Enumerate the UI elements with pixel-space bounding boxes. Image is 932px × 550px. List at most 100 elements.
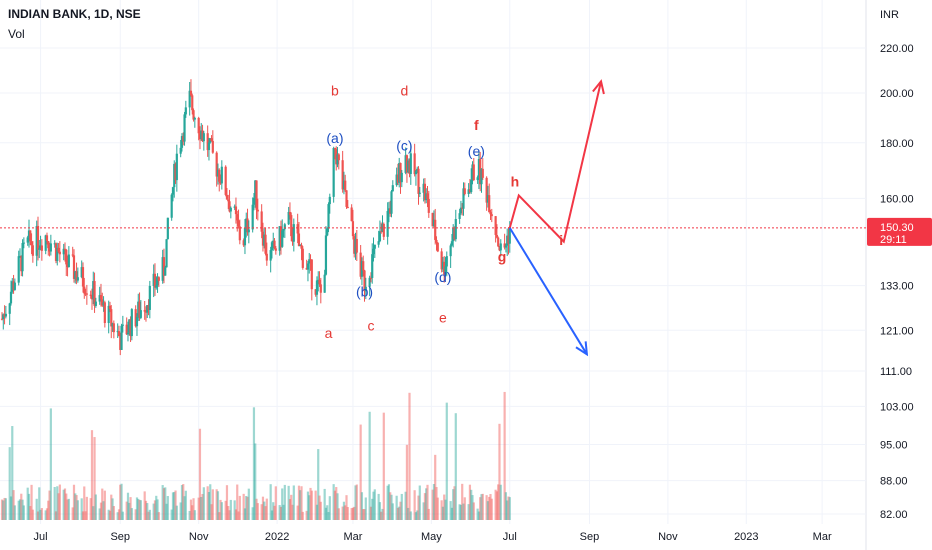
x-tick-label: Nov [189, 531, 209, 543]
candle-body [342, 180, 346, 190]
candle-body [441, 261, 445, 270]
volume-bar [256, 503, 259, 520]
volume-bar [272, 502, 275, 520]
wave-label-blue: (b) [356, 283, 373, 299]
candle-body [198, 133, 202, 140]
x-tick-label: Sep [580, 531, 600, 543]
volume-bar [364, 497, 367, 520]
volume-bar [121, 511, 124, 520]
candle-body [66, 264, 69, 268]
candle-body [471, 164, 474, 180]
candle-body [21, 243, 24, 272]
volume-bar [264, 506, 267, 520]
candle-body [112, 323, 115, 333]
volume-bar [282, 504, 285, 520]
candle-body [287, 211, 290, 225]
candle-body [431, 212, 434, 227]
volume-bar [390, 494, 393, 520]
candle-body [116, 331, 119, 333]
candle-body [299, 244, 302, 247]
candle-body [191, 95, 194, 111]
price-axis[interactable]: INR 220.00 200.00 180.00 160.00 133.00 121.00… [880, 9, 914, 521]
candle-body [355, 238, 358, 253]
volume-bar [341, 506, 344, 520]
volume-bar [274, 486, 277, 520]
volume-bar [103, 490, 106, 520]
candle-body [216, 169, 220, 177]
volume-bar [38, 487, 41, 520]
time-axis[interactable]: Jul Sep Nov 2022 Mar May Jul Sep Nov 2023 Mar [34, 531, 832, 543]
volume-bar [94, 494, 97, 520]
volume-bar [360, 492, 364, 520]
volume-bar [386, 485, 389, 520]
x-tick-label: 2023 [734, 531, 758, 543]
volume-bar [92, 506, 95, 520]
candle-body [291, 236, 294, 242]
volume-bar [372, 491, 375, 520]
candle-body [22, 242, 25, 244]
candle-body [36, 225, 40, 250]
candle-body [246, 218, 249, 233]
volume-bar [130, 508, 133, 520]
volume-bar [462, 503, 465, 520]
candle-body [62, 248, 65, 255]
x-tick-label: Jul [34, 531, 48, 543]
candle-body [111, 323, 114, 327]
volume-bar [48, 490, 51, 520]
candle-body [345, 190, 348, 207]
candle-body [81, 267, 85, 287]
candle-body [13, 282, 16, 290]
volume-bar [359, 424, 362, 520]
candle-body [489, 212, 492, 215]
volume-bar [261, 496, 265, 520]
candle-body [245, 218, 248, 229]
volume-bar [300, 486, 303, 520]
candle-body [237, 220, 240, 227]
volume-bar [327, 511, 330, 520]
last-price-value: 150.30 [880, 222, 914, 234]
volume-bar [425, 488, 428, 520]
volume-bar [120, 483, 123, 520]
volume-bar [414, 512, 418, 520]
candle-body [324, 235, 328, 275]
candle-body [58, 251, 61, 255]
candle-body [2, 314, 5, 319]
volume-bar [418, 485, 421, 520]
volume-bar [84, 511, 87, 520]
candle-body [71, 254, 74, 256]
volume-bar [3, 497, 6, 520]
candle-body [436, 242, 439, 252]
volume-bar [66, 499, 69, 520]
volume-bar [218, 512, 221, 520]
candle-body [63, 248, 67, 250]
volume-bar [26, 487, 29, 520]
candle-body [398, 162, 401, 183]
candle-body [103, 302, 106, 324]
volume-bar [254, 443, 257, 520]
volume-bar [137, 498, 140, 520]
candle-body [371, 254, 374, 278]
x-tick-label: Nov [658, 531, 678, 543]
volume-bar [443, 494, 446, 520]
volume-bar [198, 428, 202, 520]
volume-bar [362, 509, 365, 520]
candle-body [488, 195, 491, 213]
volume-bar [291, 504, 294, 520]
volume-bar [387, 484, 391, 520]
candle-body [56, 247, 59, 261]
volume-bar [453, 486, 456, 520]
volume-bar [112, 506, 115, 520]
volume-bar [22, 505, 25, 520]
symbol-title[interactable]: INDIAN BANK, 1D, NSE [8, 7, 141, 21]
candle-body [310, 259, 313, 290]
candle-body [251, 204, 254, 230]
volume-bar [378, 502, 382, 520]
candle-body [210, 138, 213, 141]
volume-indicator-label[interactable]: Vol [8, 27, 25, 41]
volume-bar [126, 492, 130, 520]
volume-bar [326, 505, 329, 520]
volume-bar [310, 490, 313, 520]
candle-body [130, 309, 133, 337]
volume-bar [128, 502, 131, 520]
